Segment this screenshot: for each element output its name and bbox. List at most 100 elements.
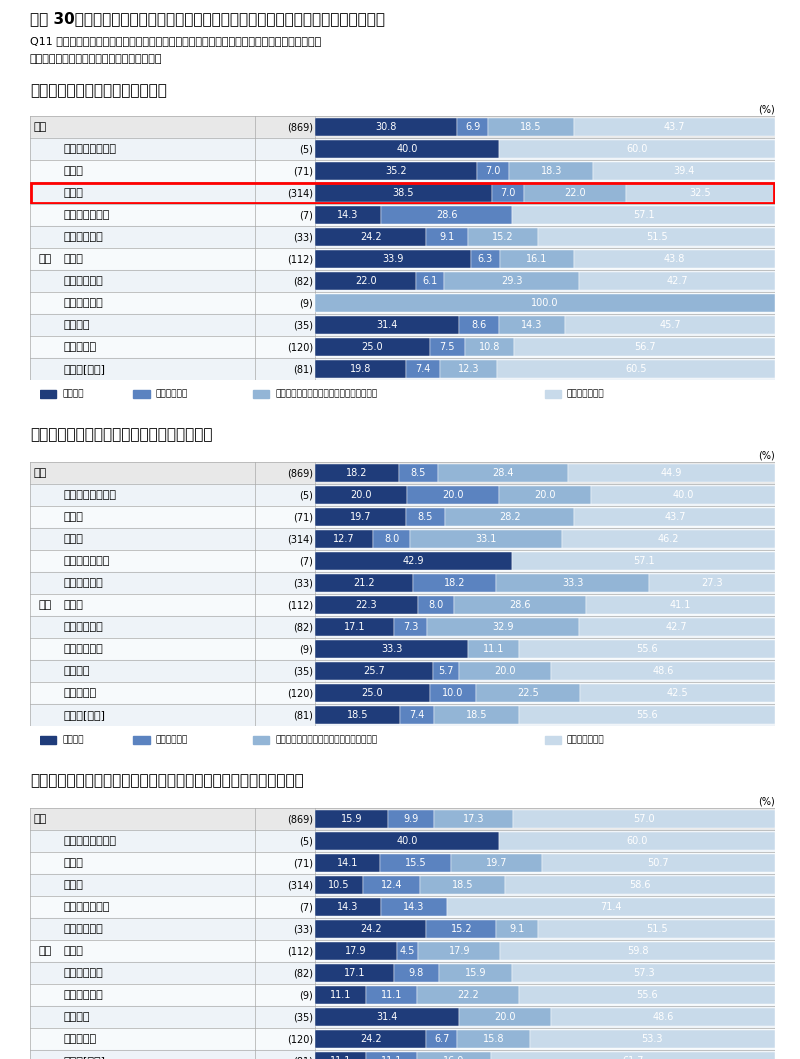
Bar	[381, 898, 446, 916]
Bar	[438, 965, 512, 982]
Bar	[315, 855, 380, 872]
Bar	[490, 1053, 774, 1059]
Bar	[574, 250, 775, 268]
Text: 25.7: 25.7	[363, 666, 385, 676]
Bar	[30, 874, 775, 896]
Bar	[315, 184, 492, 201]
Text: (9): (9)	[299, 990, 313, 1000]
Text: サービス業: サービス業	[64, 1034, 97, 1044]
Bar	[476, 684, 579, 701]
Bar	[538, 229, 775, 246]
Text: 20.0: 20.0	[494, 666, 516, 676]
Text: Q11 以下の事項について、既に実施しておられるか、又は具体的に検討して今後実施する予定: Q11 以下の事項について、既に実施しておられるか、又は具体的に検討して今後実施…	[30, 36, 322, 46]
Text: 6.9: 6.9	[465, 122, 480, 132]
Text: 建設業: 建設業	[64, 858, 84, 868]
Bar	[410, 531, 562, 548]
Text: (%): (%)	[758, 797, 775, 807]
Bar	[315, 641, 468, 658]
Bar	[366, 1053, 417, 1059]
Bar	[579, 272, 775, 289]
Text: 39.4: 39.4	[674, 166, 694, 176]
Text: 11.1: 11.1	[381, 1056, 402, 1059]
Text: 7.0: 7.0	[501, 189, 516, 198]
Text: 42.5: 42.5	[666, 688, 688, 698]
Text: 55.6: 55.6	[636, 644, 658, 654]
Text: 61.7: 61.7	[622, 1056, 643, 1059]
Text: 15.2: 15.2	[450, 925, 472, 934]
Text: 16.0: 16.0	[443, 1056, 465, 1059]
Text: 19.7: 19.7	[486, 858, 507, 868]
Text: 金融・保険業: 金融・保険業	[64, 644, 104, 654]
Text: 検討しているが、具体的な実施予定はない: 検討しているが、具体的な実施予定はない	[275, 390, 378, 398]
Text: 40.0: 40.0	[396, 836, 418, 846]
Bar	[492, 184, 524, 201]
Bar	[451, 855, 542, 872]
Text: (81): (81)	[293, 364, 313, 374]
Text: 電気ガス水道業: 電気ガス水道業	[64, 210, 110, 220]
Bar	[578, 618, 775, 635]
Text: (82): (82)	[293, 276, 313, 286]
Bar	[500, 943, 775, 959]
Bar	[434, 706, 519, 723]
Text: 20.0: 20.0	[494, 1012, 516, 1022]
Bar	[30, 358, 775, 380]
Text: 28.6: 28.6	[510, 600, 531, 610]
Text: 38.5: 38.5	[393, 189, 414, 198]
Text: 33.3: 33.3	[381, 644, 402, 654]
Text: (%): (%)	[758, 105, 775, 115]
Bar	[506, 877, 775, 894]
Bar	[315, 553, 512, 570]
Text: 60.5: 60.5	[625, 364, 646, 374]
Text: 14.3: 14.3	[338, 210, 358, 220]
Text: 8.5: 8.5	[410, 468, 426, 478]
Bar	[374, 531, 410, 548]
Bar	[315, 119, 457, 136]
Bar	[40, 390, 56, 398]
Bar	[562, 531, 775, 548]
Text: (5): (5)	[299, 490, 313, 500]
Text: 18.2: 18.2	[346, 468, 368, 478]
Text: 43.8: 43.8	[664, 254, 686, 264]
Bar	[315, 1008, 459, 1025]
Text: 42.9: 42.9	[403, 556, 425, 566]
Bar	[427, 618, 578, 635]
Text: 業種: 業種	[38, 946, 52, 956]
Bar	[519, 641, 775, 658]
Bar	[315, 229, 426, 246]
Text: 15.2: 15.2	[492, 232, 514, 243]
Text: 33.3: 33.3	[562, 578, 583, 588]
Bar	[512, 553, 775, 570]
Text: 20.0: 20.0	[442, 490, 464, 500]
Text: 60.0: 60.0	[626, 836, 648, 846]
Bar	[315, 141, 499, 158]
Text: 7.5: 7.5	[439, 342, 455, 352]
Text: (33): (33)	[293, 578, 313, 588]
Bar	[394, 965, 438, 982]
Text: 14.3: 14.3	[338, 902, 358, 912]
Text: 24.2: 24.2	[360, 925, 382, 934]
Bar	[30, 896, 775, 918]
Text: 卸売業: 卸売業	[64, 254, 84, 264]
Text: 60.0: 60.0	[626, 144, 648, 154]
Bar	[594, 162, 774, 180]
Text: (71): (71)	[293, 166, 313, 176]
Bar	[134, 390, 150, 398]
Text: 55.6: 55.6	[636, 990, 658, 1000]
Text: 9.1: 9.1	[510, 925, 525, 934]
Bar	[315, 207, 381, 223]
Bar	[438, 465, 569, 482]
Text: 小売・飲食業: 小売・飲食業	[64, 968, 104, 979]
Bar	[524, 184, 626, 201]
Text: 6.1: 6.1	[422, 276, 438, 286]
Bar	[30, 1006, 775, 1028]
Text: 8.6: 8.6	[471, 320, 487, 330]
Text: 48.6: 48.6	[653, 666, 674, 676]
Text: 32.5: 32.5	[690, 189, 711, 198]
Text: 17.1: 17.1	[343, 968, 365, 979]
Text: 42.7: 42.7	[666, 622, 688, 632]
Text: 20.0: 20.0	[350, 490, 372, 500]
Text: 15.5: 15.5	[405, 858, 426, 868]
Text: (7): (7)	[299, 556, 313, 566]
Bar	[315, 832, 499, 849]
Bar	[315, 339, 430, 356]
